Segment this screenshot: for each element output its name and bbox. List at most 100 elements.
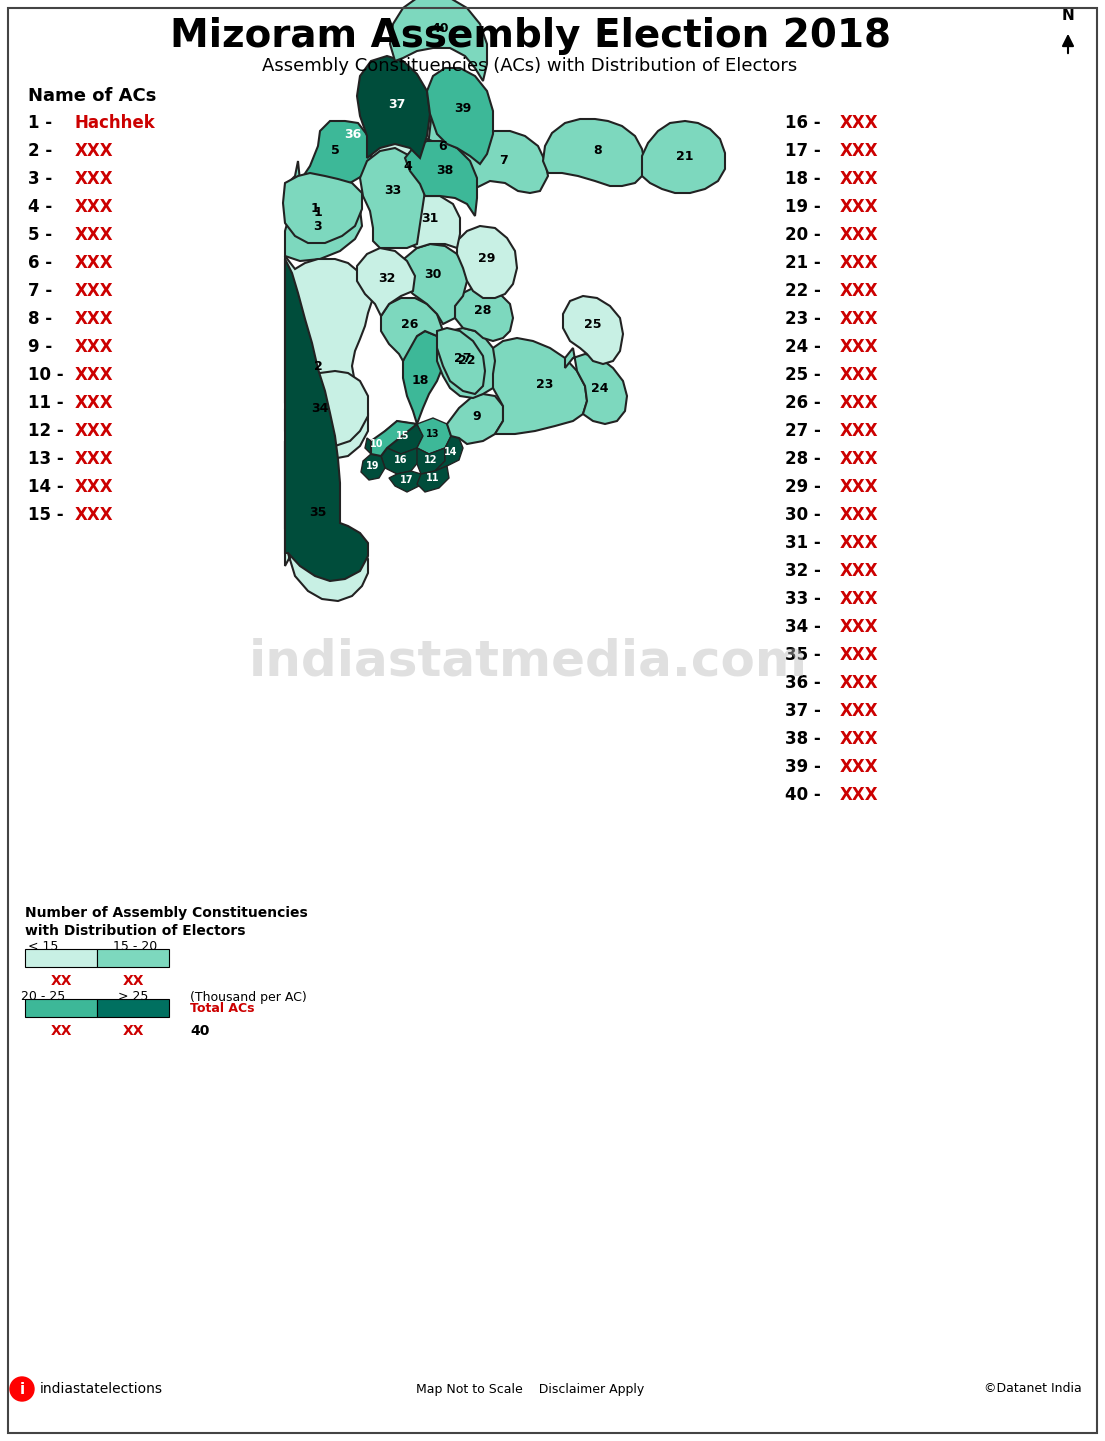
Text: XXX: XXX [840, 535, 878, 552]
Text: Total ACs: Total ACs [190, 1003, 254, 1016]
Text: 28: 28 [474, 304, 492, 317]
Text: 33 -: 33 - [785, 589, 827, 608]
Text: XXX: XXX [840, 282, 878, 300]
Text: 4: 4 [403, 160, 412, 173]
Text: 37 -: 37 - [785, 702, 827, 720]
Text: 7: 7 [498, 154, 507, 167]
Text: 39 -: 39 - [785, 758, 827, 777]
Polygon shape [381, 421, 423, 454]
Text: XXX: XXX [75, 254, 114, 272]
Polygon shape [285, 189, 362, 261]
Polygon shape [457, 226, 517, 298]
Text: XXX: XXX [75, 393, 114, 412]
Text: XXX: XXX [840, 114, 878, 133]
Text: 8 -: 8 - [28, 310, 57, 329]
Text: XXX: XXX [840, 589, 878, 608]
Text: > 25: > 25 [118, 990, 148, 1003]
Text: Name of ACs: Name of ACs [28, 86, 157, 105]
Text: 1 -: 1 - [28, 114, 57, 133]
Polygon shape [371, 331, 443, 455]
Text: 15 -: 15 - [28, 506, 70, 525]
Polygon shape [406, 141, 477, 216]
Text: XXX: XXX [75, 339, 114, 356]
Polygon shape [381, 448, 419, 474]
Polygon shape [360, 148, 425, 248]
Polygon shape [436, 329, 485, 393]
Text: 29: 29 [478, 252, 496, 265]
Text: XXX: XXX [840, 197, 878, 216]
Polygon shape [361, 454, 385, 480]
Text: 1: 1 [314, 206, 323, 219]
Bar [97, 950, 169, 967]
Text: XXX: XXX [75, 143, 114, 160]
Polygon shape [565, 347, 627, 424]
Text: 3 -: 3 - [28, 170, 57, 187]
Text: 16: 16 [394, 455, 408, 465]
Text: 12: 12 [424, 455, 438, 465]
Polygon shape [299, 121, 372, 183]
Text: XXX: XXX [840, 366, 878, 383]
Text: XXX: XXX [75, 478, 114, 496]
Polygon shape [425, 107, 457, 192]
Text: 26 -: 26 - [785, 393, 827, 412]
Polygon shape [285, 259, 368, 581]
Text: 38: 38 [436, 164, 454, 177]
Text: 18: 18 [411, 375, 429, 388]
Text: 34 -: 34 - [785, 618, 827, 635]
Text: 18 -: 18 - [785, 170, 827, 187]
Text: 4 -: 4 - [28, 197, 57, 216]
Text: 16 -: 16 - [785, 114, 827, 133]
Text: 24 -: 24 - [785, 339, 827, 356]
Text: Map Not to Scale    Disclaimer Apply: Map Not to Scale Disclaimer Apply [415, 1382, 644, 1395]
Text: XXX: XXX [840, 674, 878, 692]
Text: 32 -: 32 - [785, 562, 827, 579]
Circle shape [10, 1378, 34, 1401]
Bar [25, 999, 97, 1017]
Text: XXX: XXX [840, 618, 878, 635]
Text: XXX: XXX [840, 646, 878, 664]
Text: 27: 27 [454, 352, 472, 365]
Text: i: i [20, 1382, 24, 1396]
Polygon shape [435, 437, 463, 471]
Text: 14: 14 [444, 447, 457, 457]
Text: 7 -: 7 - [28, 282, 57, 300]
Polygon shape [427, 68, 493, 164]
Text: 14 -: 14 - [28, 478, 70, 496]
Polygon shape [397, 196, 460, 248]
Text: XX: XX [123, 1025, 144, 1038]
Text: 24: 24 [591, 382, 609, 395]
Text: 13 -: 13 - [28, 450, 70, 468]
Text: 39: 39 [454, 101, 472, 114]
Text: XXX: XXX [840, 702, 878, 720]
Text: 20 -: 20 - [785, 226, 827, 244]
Text: 33: 33 [385, 184, 401, 197]
Polygon shape [417, 465, 449, 491]
Text: XXX: XXX [840, 422, 878, 440]
Text: XXX: XXX [840, 339, 878, 356]
Bar [25, 950, 97, 967]
Text: 22 -: 22 - [785, 282, 827, 300]
Polygon shape [390, 0, 487, 81]
Text: indiastatmedia.com: indiastatmedia.com [249, 637, 808, 684]
Text: 11 -: 11 - [28, 393, 70, 412]
Text: 6: 6 [439, 140, 448, 153]
Text: 29 -: 29 - [785, 478, 827, 496]
Text: 9: 9 [473, 409, 482, 422]
Text: 11: 11 [427, 473, 440, 483]
Text: 23: 23 [536, 378, 554, 391]
Text: Number of Assembly Constituencies: Number of Assembly Constituencies [25, 906, 308, 919]
Text: 2: 2 [314, 359, 323, 373]
Polygon shape [285, 370, 368, 447]
Text: XX: XX [50, 974, 72, 989]
Text: XXX: XXX [840, 731, 878, 748]
Text: 26: 26 [401, 317, 419, 330]
Text: Hachhek: Hachhek [75, 114, 156, 133]
Polygon shape [389, 471, 421, 491]
Text: 21: 21 [676, 150, 694, 163]
Polygon shape [400, 244, 467, 324]
Text: 10: 10 [370, 440, 383, 450]
Text: indiastatelections: indiastatelections [40, 1382, 164, 1396]
Polygon shape [642, 121, 725, 193]
Text: 23 -: 23 - [785, 310, 827, 329]
Text: Assembly Constituencies (ACs) with Distribution of Electors: Assembly Constituencies (ACs) with Distr… [262, 58, 798, 75]
